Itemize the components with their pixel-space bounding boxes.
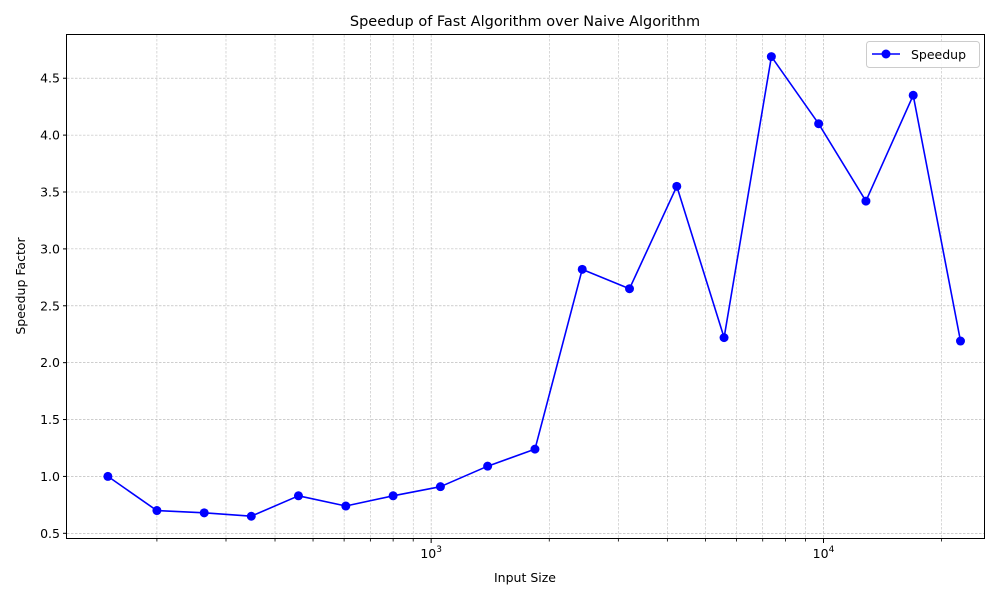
- data-point: [199, 508, 209, 518]
- data-point: [908, 90, 918, 100]
- x-axis-label: Input Size: [494, 570, 556, 585]
- data-point: [814, 119, 824, 129]
- data-point: [577, 264, 587, 274]
- y-tick-label: 3.5: [40, 185, 60, 200]
- data-point: [152, 506, 162, 516]
- grid: [67, 35, 985, 539]
- data-point: [530, 444, 540, 454]
- y-tick-label: 4.0: [40, 128, 60, 143]
- data-point: [341, 501, 351, 511]
- axes: 0.5 1.0 1.5 2.0 2.5 3.0 3.5 4.0 4.5 103 104: [40, 71, 943, 561]
- x-tick-label: 103: [420, 545, 442, 561]
- y-tick-label: 1.5: [40, 412, 60, 427]
- y-tick-label: 1.0: [40, 469, 60, 484]
- plot-frame: [66, 34, 985, 539]
- chart-title: Speedup of Fast Algorithm over Naive Alg…: [350, 14, 700, 30]
- data-point: [388, 491, 398, 501]
- series-layer: [103, 52, 965, 521]
- data-point: [766, 52, 776, 62]
- y-axis-label: Speedup Factor: [13, 237, 28, 335]
- y-tick-label: 2.0: [40, 355, 60, 370]
- data-point: [483, 461, 493, 471]
- data-point: [672, 181, 682, 191]
- x-tick-label: 104: [813, 545, 835, 561]
- data-point: [293, 491, 303, 501]
- data-point: [955, 336, 965, 346]
- data-point: [246, 511, 256, 521]
- data-point: [103, 471, 113, 481]
- y-tick-label: 3.0: [40, 241, 60, 256]
- data-point: [435, 482, 445, 492]
- legend-label-speedup: Speedup: [911, 47, 966, 62]
- legend-box: [866, 41, 980, 68]
- legend: Speedup: [866, 41, 980, 68]
- data-point: [719, 333, 729, 343]
- data-point: [625, 284, 635, 294]
- y-tick-label: 2.5: [40, 298, 60, 313]
- data-point: [861, 196, 871, 206]
- y-tick-label: 0.5: [40, 526, 60, 541]
- legend-marker-speedup: [881, 49, 891, 59]
- y-tick-label: 4.5: [40, 71, 60, 86]
